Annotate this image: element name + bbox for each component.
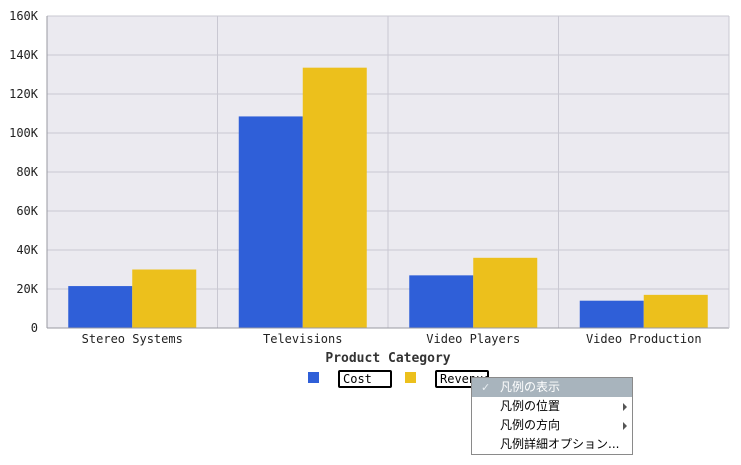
legend-swatch-revenue	[405, 372, 416, 383]
menu-item-legend-options[interactable]: 凡例詳細オプション...	[472, 435, 632, 454]
submenu-arrow-icon	[623, 422, 627, 430]
bar-cost-stereo-systems[interactable]	[68, 286, 133, 328]
bar-cost-video-production[interactable]	[579, 300, 644, 328]
bar-revenue-video-production[interactable]	[643, 294, 708, 328]
y-tick-label: 20K	[16, 282, 38, 296]
menu-item-label: 凡例の表示	[500, 380, 561, 394]
y-tick-label: 160K	[9, 9, 39, 23]
x-tick-label: Televisions	[263, 332, 342, 346]
y-axis-ticks: 0 20K 40K 60K 80K 100K 120K 140K 160K	[9, 9, 39, 335]
x-axis-ticks: Stereo Systems Televisions Video Players Vi…	[82, 332, 702, 346]
x-axis-title: Product Category	[325, 351, 450, 366]
y-tick-label: 140K	[9, 48, 39, 62]
bar-revenue-stereo-systems[interactable]	[132, 269, 197, 329]
menu-item-show-legend[interactable]: ✓ 凡例の表示	[472, 378, 632, 397]
bar-revenue-televisions[interactable]	[302, 67, 367, 329]
y-tick-label: 100K	[9, 126, 39, 140]
bar-cost-video-players[interactable]	[409, 275, 474, 328]
y-tick-label: 0	[31, 321, 38, 335]
menu-item-label: 凡例の位置	[500, 399, 561, 413]
y-tick-label: 40K	[16, 243, 38, 257]
y-tick-label: 120K	[9, 87, 39, 101]
x-tick-label: Stereo Systems	[82, 332, 183, 346]
bar-revenue-video-players[interactable]	[473, 257, 538, 328]
x-tick-label: Video Production	[586, 332, 702, 346]
axes	[46, 16, 730, 329]
bars[interactable]	[68, 67, 708, 329]
check-icon: ✓	[481, 381, 491, 394]
legend-context-menu[interactable]: ✓ 凡例の表示 凡例の位置 凡例の方向 凡例詳細オプション...	[471, 377, 633, 455]
x-tick-label: Video Players	[426, 332, 520, 346]
menu-item-legend-orientation[interactable]: 凡例の方向	[472, 416, 632, 435]
legend-swatch-cost	[308, 372, 319, 383]
menu-item-legend-position[interactable]: 凡例の位置	[472, 397, 632, 416]
submenu-arrow-icon	[623, 403, 627, 411]
legend-label-cost[interactable]: Cost	[338, 370, 392, 388]
bar-cost-televisions[interactable]	[238, 116, 303, 328]
menu-item-label: 凡例の方向	[500, 418, 561, 432]
y-tick-label: 80K	[16, 165, 38, 179]
horizontal-gridlines	[47, 15, 729, 329]
menu-item-label: 凡例詳細オプション...	[500, 437, 620, 451]
y-tick-label: 60K	[16, 204, 38, 218]
